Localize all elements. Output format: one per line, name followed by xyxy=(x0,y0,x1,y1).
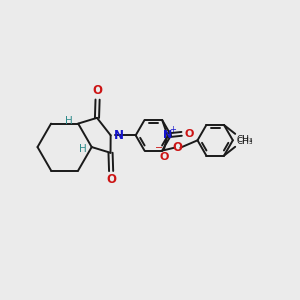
Text: O: O xyxy=(93,84,103,97)
Text: N: N xyxy=(163,130,172,140)
Text: H: H xyxy=(79,144,86,154)
Text: N: N xyxy=(114,129,124,142)
Text: H: H xyxy=(65,116,73,126)
Text: CH₃: CH₃ xyxy=(236,135,253,144)
Text: O: O xyxy=(106,173,116,186)
Text: O: O xyxy=(159,152,169,162)
Text: +: + xyxy=(169,125,176,134)
Text: −: − xyxy=(154,143,163,153)
Text: CH₃: CH₃ xyxy=(236,137,253,146)
Text: O: O xyxy=(184,129,194,139)
Text: O: O xyxy=(172,141,182,154)
